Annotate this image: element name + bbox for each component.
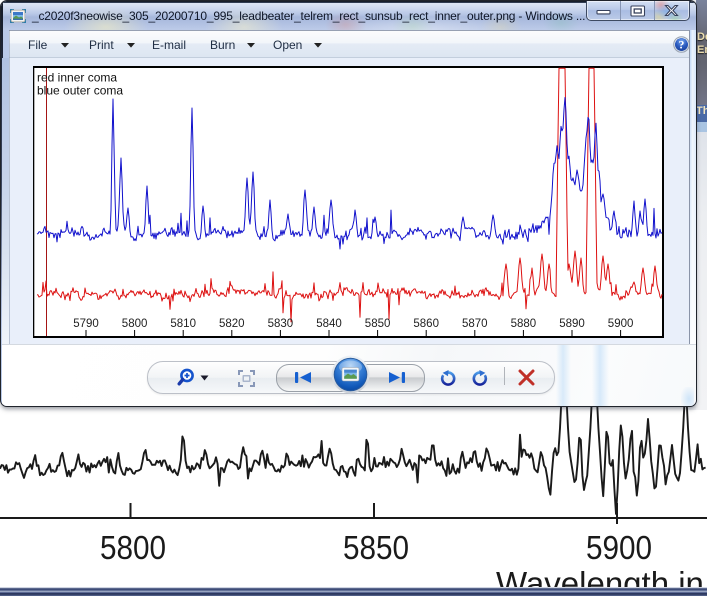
- svg-text:blue outer coma: blue outer coma: [37, 84, 123, 98]
- svg-text:5900: 5900: [586, 530, 652, 567]
- svg-text:5860: 5860: [413, 318, 439, 330]
- svg-text:5820: 5820: [219, 318, 245, 330]
- svg-text:5830: 5830: [268, 318, 294, 330]
- svg-text:5800: 5800: [100, 530, 166, 567]
- svg-text:5790: 5790: [73, 318, 99, 330]
- svg-text:5800: 5800: [122, 318, 148, 330]
- svg-text:5890: 5890: [559, 318, 585, 330]
- svg-text:?: ?: [679, 37, 685, 51]
- svg-text:red inner coma: red inner coma: [37, 71, 117, 85]
- svg-text:5870: 5870: [462, 318, 488, 330]
- svg-text:5840: 5840: [316, 318, 342, 330]
- svg-text:5850: 5850: [343, 530, 409, 567]
- svg-text:5850: 5850: [365, 318, 391, 330]
- svg-text:5900: 5900: [608, 318, 634, 330]
- svg-text:5880: 5880: [511, 318, 537, 330]
- svg-text:5810: 5810: [170, 318, 196, 330]
